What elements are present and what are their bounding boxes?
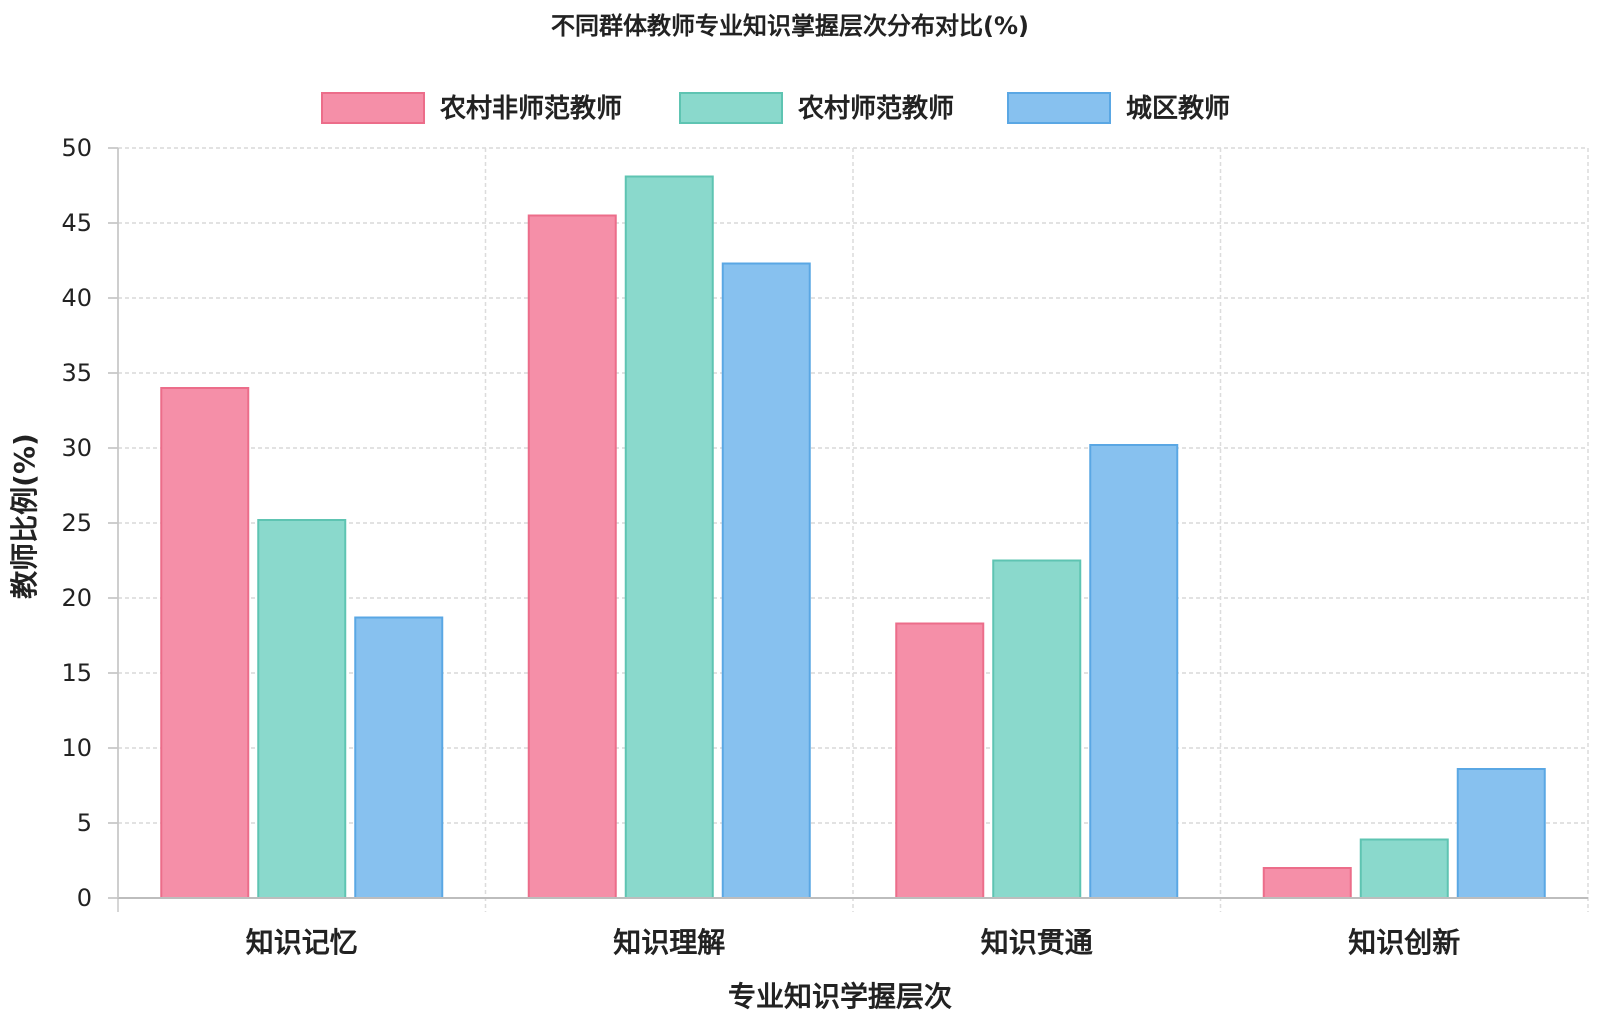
y-tick-label: 40	[61, 284, 92, 312]
bar-1-1	[160, 387, 250, 899]
x-axis-label: 专业知识学握层次	[728, 980, 952, 1013]
x-tick-label: 知识记忆	[246, 926, 358, 959]
bar-2-4	[1359, 838, 1449, 899]
bar-1-4	[1262, 867, 1352, 899]
y-tick-label: 10	[61, 734, 92, 762]
legend-swatch	[321, 92, 425, 124]
legend-swatch	[1007, 92, 1111, 124]
bar-2-3	[992, 559, 1082, 899]
y-axis-label: 教师比例(%)	[8, 433, 41, 599]
y-tick-label: 50	[61, 134, 92, 162]
y-tick-label: 5	[77, 809, 92, 837]
bar-3-4	[1456, 768, 1546, 899]
legend-item-1[interactable]: 农村非师范教师	[321, 92, 622, 124]
y-tick-label: 20	[61, 584, 92, 612]
legend-item-2[interactable]: 农村师范教师	[679, 92, 954, 124]
bar-2-2	[624, 175, 714, 899]
y-tick-label: 30	[61, 434, 92, 462]
bar-3-2	[721, 262, 811, 899]
y-tick-label: 15	[61, 659, 92, 687]
x-tick-labels: 知识记忆 知识理解 知识贯通 知识创新	[246, 926, 1461, 959]
chart-title: 不同群体教师专业知识掌握层次分布对比(%)	[551, 12, 1029, 40]
legend-label: 农村师范教师	[797, 94, 954, 124]
legend-label: 农村非师范教师	[439, 94, 622, 124]
x-tick-label: 知识贯通	[981, 926, 1093, 959]
bar-3-3	[1089, 444, 1179, 899]
legend-item-3[interactable]: 城区教师	[1007, 92, 1230, 124]
y-tick-label: 0	[77, 884, 92, 912]
y-tick-label: 25	[61, 509, 92, 537]
bar-3-1	[354, 616, 444, 899]
y-tick-labels: 0 5 10 15 20 25 30 35 40 45 50	[61, 134, 92, 912]
bar-1-3	[895, 622, 985, 899]
x-tick-label: 知识理解	[613, 926, 725, 959]
legend: 农村非师范教师 农村师范教师 城区教师	[321, 92, 1230, 124]
x-tick-label: 知识创新	[1348, 926, 1460, 959]
bars	[160, 175, 1546, 899]
y-tick-label: 45	[61, 209, 92, 237]
axes	[108, 147, 1588, 899]
bar-1-2	[527, 214, 617, 899]
legend-swatch	[679, 92, 783, 124]
y-tick-label: 35	[61, 359, 92, 387]
bar-2-1	[257, 519, 347, 899]
legend-label: 城区教师	[1126, 94, 1230, 124]
